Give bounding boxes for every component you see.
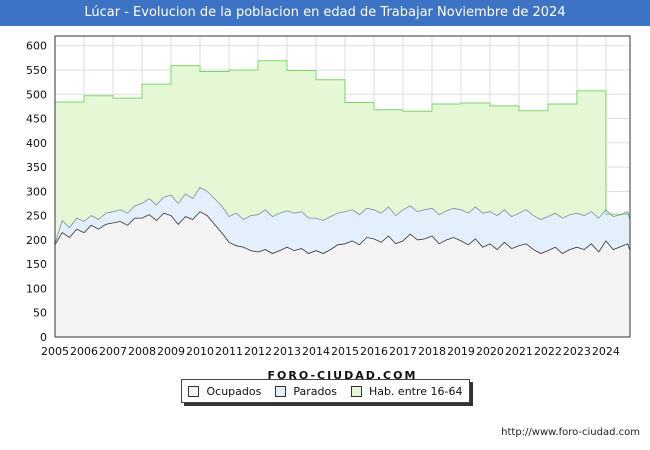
x-tick-label: 2022 <box>534 345 562 358</box>
x-tick-label: 2013 <box>273 345 301 358</box>
x-tick-label: 2020 <box>476 345 504 358</box>
x-tick-label: 2021 <box>505 345 533 358</box>
legend-item-parados: Parados <box>275 385 337 398</box>
legend-swatch-parados <box>275 385 287 397</box>
y-tick-label: 50 <box>33 307 47 320</box>
x-tick-label: 2005 <box>41 345 69 358</box>
legend-label-hab: Hab. entre 16-64 <box>368 384 463 398</box>
ocupados-line <box>54 211 631 254</box>
chart-legend: Ocupados Parados Hab. entre 16-64 <box>181 379 470 403</box>
x-tick-label: 2019 <box>447 345 475 358</box>
legend-item-hab: Hab. entre 16-64 <box>350 384 463 398</box>
legend-swatch-hab <box>350 385 362 397</box>
y-tick-label: 400 <box>26 137 47 150</box>
x-tick-label: 2016 <box>360 345 388 358</box>
watermark: FORO-CIUDAD.COM <box>268 369 418 382</box>
chart-title: Lúcar - Evolucion de la poblacion en eda… <box>84 5 566 20</box>
x-tick-label: 2015 <box>331 345 359 358</box>
y-tick-label: 250 <box>26 210 47 223</box>
ocupados-area <box>55 211 630 337</box>
y-tick-label: 450 <box>26 113 47 126</box>
x-tick-label: 2011 <box>215 345 243 358</box>
x-tick-label: 2014 <box>302 345 330 358</box>
y-tick-label: 100 <box>26 282 47 295</box>
y-tick-label: 500 <box>26 88 47 101</box>
y-tick-label: 0 <box>40 331 47 344</box>
x-tick-label: 2017 <box>389 345 417 358</box>
y-tick-label: 550 <box>26 64 47 77</box>
y-tick-label: 350 <box>26 161 47 174</box>
x-tick-label: 2009 <box>157 345 185 358</box>
area-chart: FORO-CIUDAD.COM 0 50 100 150 200 250 300 350 400… <box>26 35 631 382</box>
x-tick-label: 2010 <box>186 345 214 358</box>
y-tick-label: 600 <box>26 40 47 53</box>
y-tick-label: 300 <box>26 185 47 198</box>
x-tick-label: 2024 <box>592 345 620 358</box>
y-tick-label: 200 <box>26 234 47 247</box>
hab-line <box>55 60 630 215</box>
x-tick-label: 2007 <box>99 345 127 358</box>
x-tick-label: 2006 <box>70 345 98 358</box>
x-tick-label: 2008 <box>128 345 156 358</box>
x-tick-label: 2023 <box>563 345 591 358</box>
x-tick-label: 2012 <box>244 345 272 358</box>
footer-url: http://www.foro-ciudad.com <box>501 427 640 438</box>
title-bar <box>0 0 650 26</box>
legend-swatch-ocupados <box>188 385 200 397</box>
y-tick-label: 150 <box>26 258 47 271</box>
parados-line <box>54 186 631 244</box>
x-tick-label: 2018 <box>418 345 446 358</box>
legend-label-ocupados: Ocupados <box>206 384 262 398</box>
plot-frame <box>54 35 631 338</box>
legend-item-ocupados: Ocupados <box>188 385 261 398</box>
legend-label-parados: Parados <box>293 384 337 398</box>
